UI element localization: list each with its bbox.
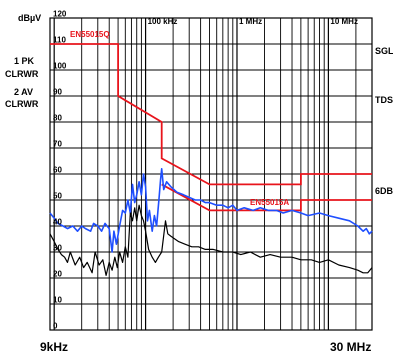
x-top-label: 10 MHz bbox=[330, 17, 358, 26]
limit-label-average: EN55015A bbox=[250, 198, 289, 207]
y-tick-label: 20 bbox=[53, 270, 62, 279]
average-trace bbox=[49, 204, 373, 276]
y-tick-label: 40 bbox=[53, 218, 62, 227]
x-top-label: 100 kHz bbox=[148, 17, 178, 26]
y-tick-label: 30 bbox=[53, 244, 62, 253]
y-tick-label: 90 bbox=[53, 88, 62, 97]
traces bbox=[49, 168, 373, 276]
trace-2-mode-label: CLRWR bbox=[5, 99, 39, 109]
y-tick-label: 80 bbox=[53, 114, 62, 123]
peak-trace bbox=[49, 168, 373, 253]
y-tick-label: 100 bbox=[53, 62, 67, 71]
limit-lines bbox=[50, 43, 372, 212]
trace-2-label: 2 AV bbox=[14, 87, 34, 97]
y-tick-label: 70 bbox=[53, 140, 62, 149]
trace-1-mode-label: CLRWR bbox=[5, 69, 39, 79]
limit-line-labels: EN55015Q EN55015A bbox=[70, 30, 289, 207]
y-tick-label: 0 bbox=[53, 322, 58, 331]
tds-label: TDS bbox=[375, 95, 393, 105]
trace-1-label: 1 PK bbox=[14, 56, 35, 66]
6db-label: 6DB bbox=[375, 186, 393, 196]
y-tick-label: 110 bbox=[53, 36, 66, 45]
limit-label-quasi-peak: EN55015Q bbox=[70, 30, 110, 39]
x-top-label: 1 MHz bbox=[239, 17, 262, 26]
y-unit-label: dBµV bbox=[18, 13, 42, 23]
sgl-label: SGL bbox=[375, 46, 393, 56]
limit-line-quasi-peak bbox=[50, 43, 372, 186]
y-tick-label: 10 bbox=[53, 296, 62, 305]
limit-line-average bbox=[161, 183, 372, 212]
y-tick-label: 60 bbox=[53, 166, 62, 175]
y-tick-label: 120 bbox=[53, 10, 67, 19]
x-top-labels: 100 kHz 1 MHz 10 MHz bbox=[148, 17, 358, 26]
x-end-label: 30 MHz bbox=[330, 340, 372, 354]
x-start-label: 9kHz bbox=[40, 340, 69, 354]
y-tick-label: 50 bbox=[53, 192, 62, 201]
